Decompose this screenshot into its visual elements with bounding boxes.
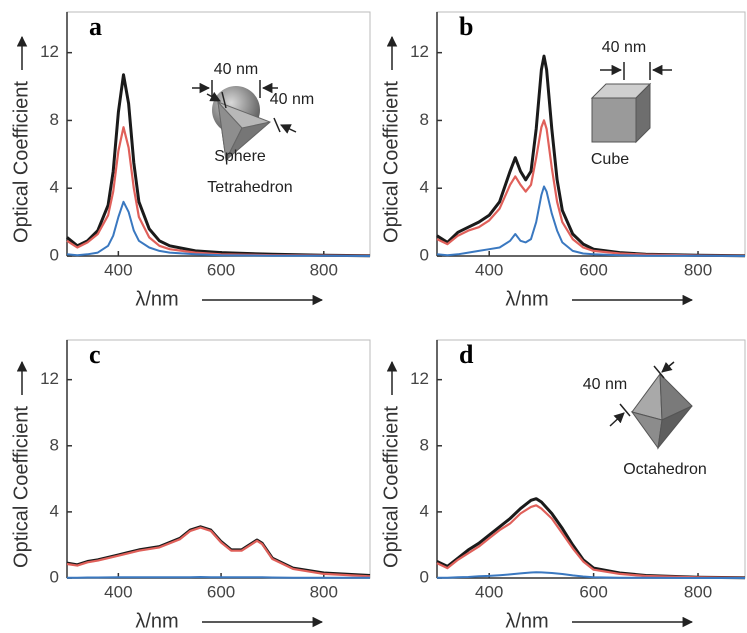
spectrum-line <box>437 571 745 579</box>
x-tick-label: 600 <box>579 582 607 601</box>
x-tick-label: 400 <box>475 582 503 601</box>
y-tick-label: 4 <box>50 178 59 197</box>
y-tick-label: 12 <box>40 42 59 61</box>
x-tick-label: 600 <box>579 260 607 279</box>
spectrum-line <box>436 54 746 258</box>
y-tick-label: 8 <box>50 110 59 129</box>
spectrum-line <box>436 185 746 257</box>
x-tick-label: 400 <box>475 260 503 279</box>
shape-label: Sphere <box>214 148 266 165</box>
tetrahedron-inset <box>206 91 297 162</box>
panel-label: b <box>459 12 473 41</box>
x-axis-label: λ/nm <box>505 610 548 632</box>
size-label: 40 nm <box>602 39 646 56</box>
size-label: 40 nm <box>583 376 627 393</box>
x-tick-label: 800 <box>684 582 712 601</box>
x-axis-label: λ/nm <box>135 610 178 632</box>
y-tick-label: 4 <box>420 501 429 520</box>
x-axis-label: λ/nm <box>505 288 548 310</box>
x-tick-label: 800 <box>310 260 338 279</box>
y-axis-label: Optical Coefficient <box>380 81 402 243</box>
y-tick-label: 0 <box>50 245 59 264</box>
spectrum-line <box>66 526 371 578</box>
spectrum-line <box>436 119 746 257</box>
panel-label: d <box>459 340 474 369</box>
y-tick-label: 12 <box>40 369 59 388</box>
panel-label: c <box>89 340 101 369</box>
y-tick-label: 4 <box>50 501 59 520</box>
shape-label: Cube <box>591 151 629 168</box>
spectrum-line <box>436 504 746 579</box>
panel-label: a <box>89 12 102 41</box>
y-tick-label: 4 <box>420 178 429 197</box>
y-tick-label: 12 <box>410 369 429 388</box>
y-tick-label: 12 <box>410 42 429 61</box>
plot-frame <box>66 339 371 579</box>
x-tick-label: 800 <box>684 260 712 279</box>
y-axis-label: Optical Coefficient <box>10 81 32 243</box>
size-label: 40 nm <box>270 91 314 108</box>
spectrum-line <box>436 497 746 580</box>
y-axis-label: Optical Coefficient <box>380 406 402 568</box>
plot-frame <box>66 11 371 257</box>
y-tick-label: 0 <box>50 567 59 586</box>
size-label: 40 nm <box>214 61 258 78</box>
y-tick-label: 8 <box>50 435 59 454</box>
shape-label: Octahedron <box>623 461 707 478</box>
spectrum-line <box>67 576 370 579</box>
x-tick-label: 800 <box>310 582 338 601</box>
y-axis-label: Optical Coefficient <box>10 406 32 568</box>
x-tick-label: 400 <box>104 260 132 279</box>
y-tick-label: 8 <box>420 435 429 454</box>
cube-inset <box>590 62 672 144</box>
x-tick-label: 600 <box>207 260 235 279</box>
y-tick-label: 0 <box>420 567 429 586</box>
x-axis-label: λ/nm <box>135 288 178 310</box>
x-tick-label: 600 <box>207 582 235 601</box>
shape-label: Tetrahedron <box>207 179 292 196</box>
x-tick-label: 400 <box>104 582 132 601</box>
y-tick-label: 8 <box>420 110 429 129</box>
spectrum-line <box>66 73 371 258</box>
octahedron-inset <box>609 361 693 450</box>
spectrum-line <box>66 525 371 577</box>
spectrum-line <box>66 200 371 257</box>
y-tick-label: 0 <box>420 245 429 264</box>
